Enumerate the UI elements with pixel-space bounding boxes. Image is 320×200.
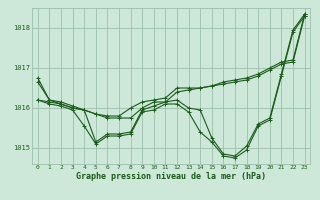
X-axis label: Graphe pression niveau de la mer (hPa): Graphe pression niveau de la mer (hPa): [76, 172, 266, 181]
